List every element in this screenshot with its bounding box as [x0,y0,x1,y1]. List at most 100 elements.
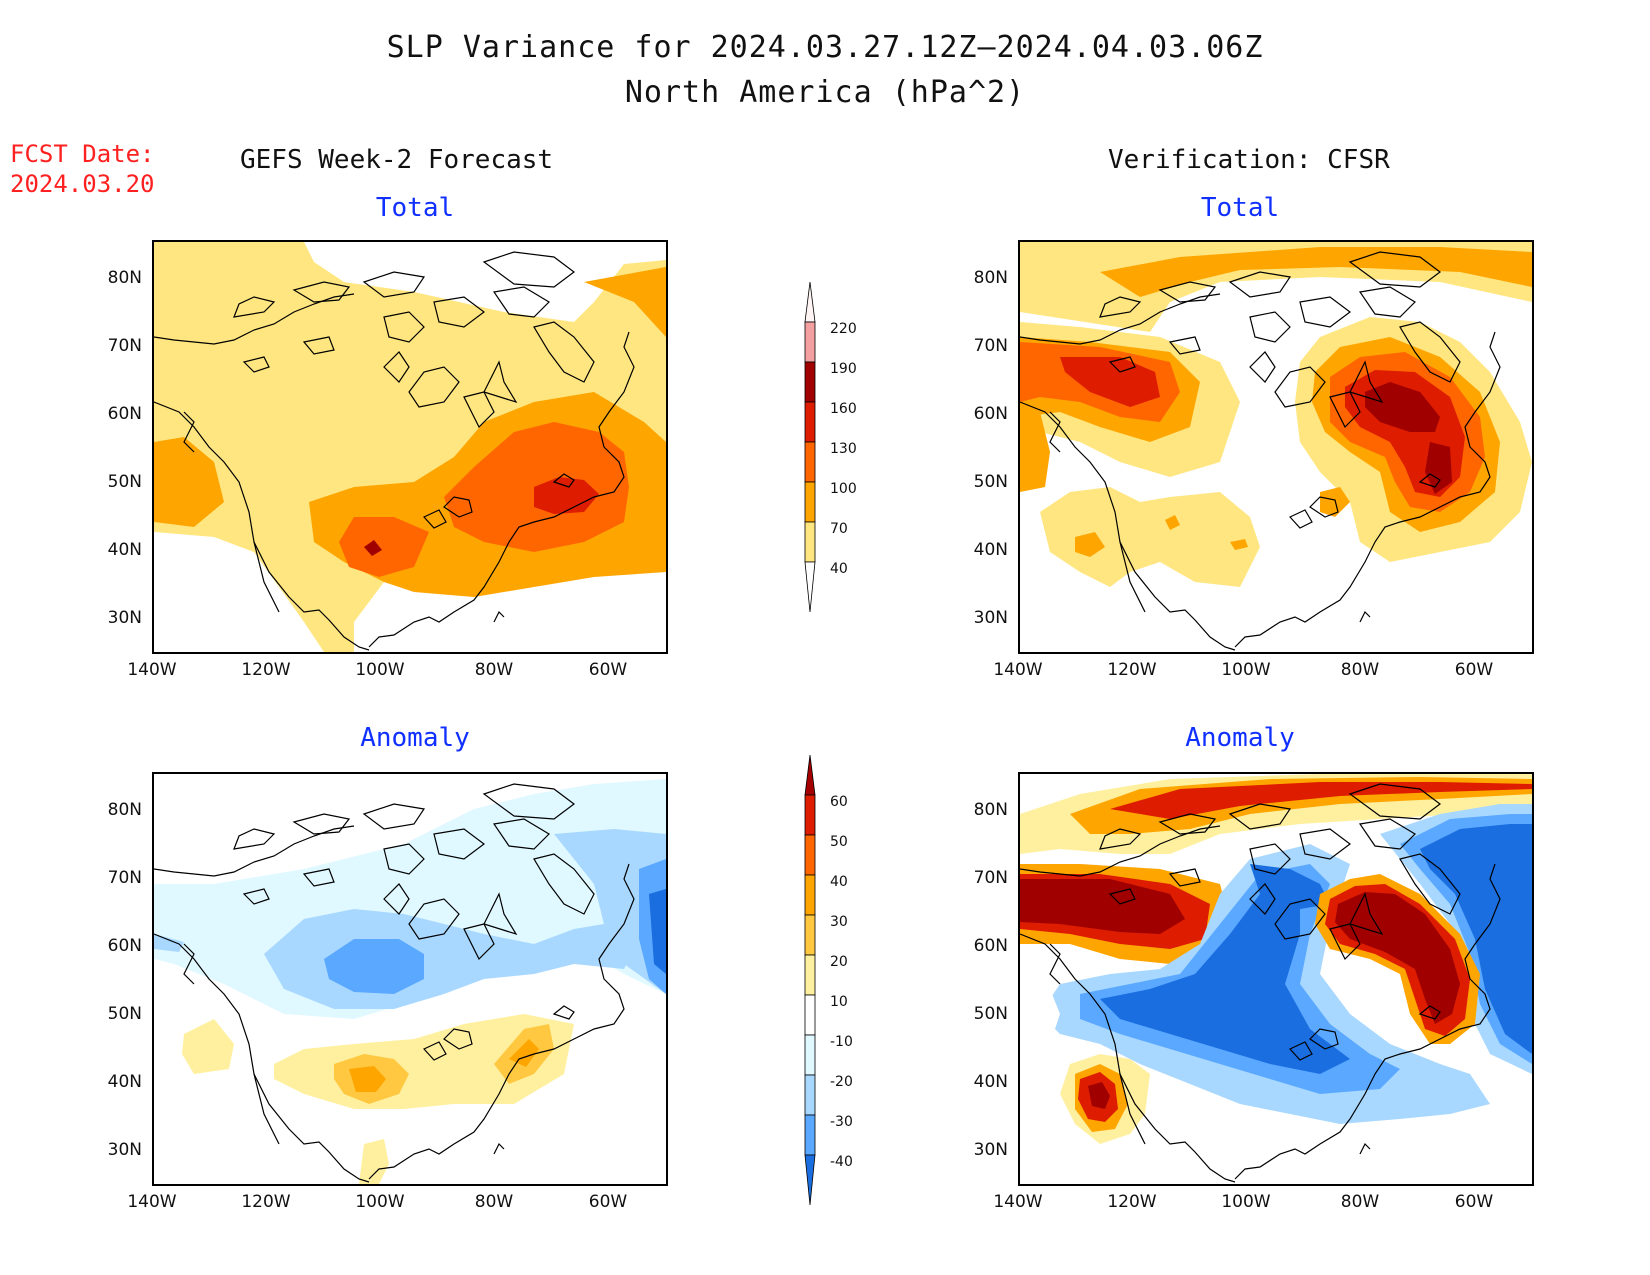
colorbar-segment [804,361,816,403]
colorbar-segment [804,1034,816,1076]
lat-label: 30N [107,608,142,628]
lon-label: 120W [241,660,291,680]
colorbar-segment [804,994,816,1036]
lat-label: 30N [973,1140,1008,1160]
colorbar-segment [804,521,816,563]
anomaly-colorbar-label: -40 [830,1154,853,1170]
lon-label: 80W [474,1192,514,1212]
lat-label: 70N [107,336,142,356]
colorbar-segment [804,321,816,363]
lat-label: 70N [973,336,1008,356]
colorbar-segment [804,874,816,916]
total-colorbar [804,282,816,612]
map-panel-forecast-total [152,240,668,654]
colorbar-segment [804,401,816,443]
total-colorbar-label: 220 [830,321,857,337]
lon-label: 100W [355,1192,405,1212]
colorbar-segment [804,794,816,836]
fcst-date-value: 2024.03.20 [10,170,155,198]
lon-label: 80W [474,660,514,680]
lat-label: 80N [973,268,1008,288]
colorbar-top-arrow [804,282,816,323]
lat-label: 40N [973,1072,1008,1092]
colorbar-segment [804,441,816,483]
panel-title-top-left: Total [375,193,455,223]
verification-total-map [1020,242,1532,652]
lon-label: 140W [993,1192,1043,1212]
colorbar-top-arrow [804,755,816,796]
map-panel-forecast-anomaly [152,772,668,1186]
anomaly-colorbar-label: 20 [830,954,848,970]
colorbar-segment [804,954,816,996]
lat-label: 30N [973,608,1008,628]
lat-label: 60N [973,404,1008,424]
panel-title-bottom-left: Anomaly [360,723,470,753]
anomaly-colorbar-label: -20 [830,1074,853,1090]
left-column-header: GEFS Week-2 Forecast [240,145,554,175]
lat-label: 50N [107,472,142,492]
panel-title-bottom-right: Anomaly [1185,723,1295,753]
anomaly-colorbar-label: 50 [830,834,848,850]
lon-label: 60W [1454,1192,1494,1212]
lon-label: 140W [993,660,1043,680]
colorbar-segment [804,834,816,876]
lon-label: 140W [127,1192,177,1212]
total-colorbar-label: 130 [830,441,857,457]
lat-label: 70N [973,868,1008,888]
anomaly-colorbar-label: 30 [830,914,848,930]
anomaly-colorbar [804,755,816,1205]
lon-label: 140W [127,660,177,680]
anomaly-colorbar-label: -10 [830,1034,853,1050]
colorbar-segment [804,481,816,523]
colorbar-bottom-arrow [804,1154,816,1205]
colorbar-segment [804,914,816,956]
lon-label: 120W [241,1192,291,1212]
lon-label: 120W [1107,660,1157,680]
main-subtitle: North America (hPa^2) [624,75,1026,110]
anomaly-colorbar-label: -30 [830,1114,853,1130]
lat-label: 50N [973,472,1008,492]
lat-label: 80N [107,800,142,820]
lat-label: 80N [107,268,142,288]
total-colorbar-label: 100 [830,481,857,497]
anomaly-colorbar-label: 60 [830,794,848,810]
colorbar-bottom-arrow [804,561,816,612]
lat-label: 40N [107,540,142,560]
lat-label: 50N [973,1004,1008,1024]
lat-label: 80N [973,800,1008,820]
right-column-header: Verification: CFSR [1108,145,1390,175]
lat-label: 40N [107,1072,142,1092]
lat-label: 60N [107,936,142,956]
verification-anomaly-map [1020,774,1532,1184]
lon-label: 100W [355,660,405,680]
lat-label: 40N [973,540,1008,560]
forecast-anomaly-map [154,774,666,1184]
anomaly-colorbar-label: 10 [830,994,848,1010]
lat-label: 60N [107,404,142,424]
lat-label: 30N [107,1140,142,1160]
map-panel-verification-anomaly [1018,772,1534,1186]
lon-label: 60W [588,1192,628,1212]
lon-label: 80W [1340,660,1380,680]
lon-label: 60W [1454,660,1494,680]
map-panel-verification-total [1018,240,1534,654]
lon-label: 100W [1221,1192,1271,1212]
total-colorbar-label: 160 [830,401,857,417]
lat-label: 60N [973,936,1008,956]
main-title: SLP Variance for 2024.03.27.12Z–2024.04.… [386,30,1264,65]
lon-label: 100W [1221,660,1271,680]
colorbar-segment [804,1074,816,1116]
lon-label: 80W [1340,1192,1380,1212]
colorbar-segment [804,1114,816,1156]
lon-label: 60W [588,660,628,680]
lon-label: 120W [1107,1192,1157,1212]
forecast-total-map [154,242,666,652]
lat-label: 50N [107,1004,142,1024]
panel-title-top-right: Total [1200,193,1280,223]
lat-label: 70N [107,868,142,888]
anomaly-colorbar-label: 40 [830,874,848,890]
total-colorbar-label: 70 [830,521,848,537]
total-colorbar-label: 190 [830,361,857,377]
total-colorbar-label: 40 [830,561,848,577]
fcst-date-label: FCST Date: [10,140,155,168]
